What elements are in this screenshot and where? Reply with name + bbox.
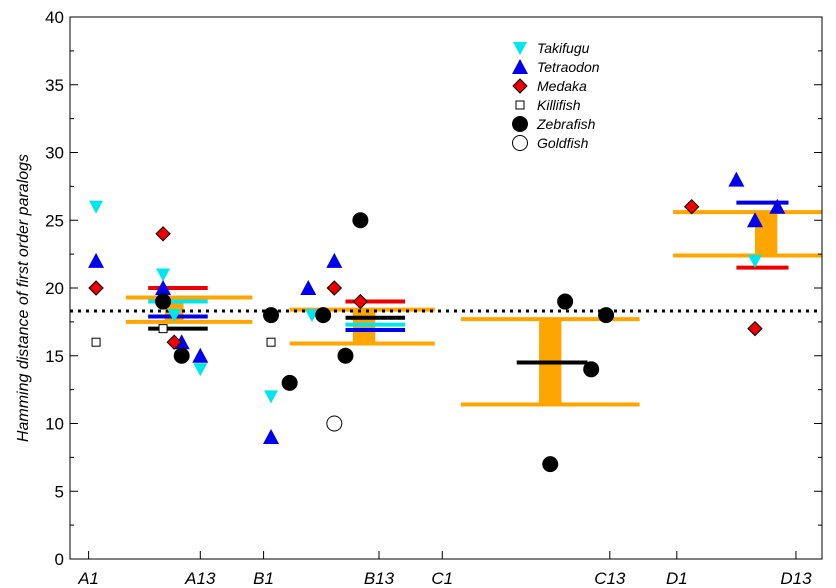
data-point [166,334,182,350]
range-bar [352,309,376,344]
legend-label: Goldfish [537,135,589,151]
data-point [155,280,172,295]
data-point [263,429,280,445]
legend-label: Takifugu [537,40,590,56]
data-point [91,337,101,347]
data-point [193,363,208,377]
y-tick-label: 15 [45,347,64,366]
data-point [89,200,104,214]
x-tick-label: A1 [77,569,99,588]
legend-marker [515,100,525,110]
legend: Takifugu Tetraodon Medaka Killifish Zebrafis… [512,40,600,151]
legend-label: Medaka [537,78,587,94]
x-tick-label: B13 [364,569,395,588]
legend-label: Killifish [537,97,581,113]
data-point [557,293,574,310]
data-point [598,307,615,324]
data-point [192,347,209,363]
data-point [337,347,354,364]
data-point [266,337,276,347]
summary-lines-layer [125,200,822,407]
legend-marker [512,135,528,151]
data-point [683,198,700,215]
legend-marker [512,116,528,132]
y-tick-label: 40 [45,8,64,27]
x-tick-label: B1 [253,569,274,588]
data-point [281,374,298,391]
y-tick-label: 20 [45,279,64,298]
y-axis: 0 5 10 15 20 25 30 35 40 [45,8,822,569]
legend-label: Tetraodon [537,59,600,75]
data-point [173,347,190,364]
x-tick-label: C1 [431,569,453,588]
data-point [155,226,171,242]
data-point [352,212,369,229]
data-point [542,456,559,473]
data-point [264,390,279,404]
data-point [326,252,343,268]
data-point [155,293,172,310]
x-tick-label: D1 [666,569,688,588]
data-point [746,212,763,228]
legend-marker [512,78,528,94]
bars-layer [164,212,778,405]
legend-marker [512,59,528,74]
data-point [304,309,319,323]
data-point [263,307,280,324]
data-point [315,307,332,324]
x-tick-label: A13 [184,569,216,588]
data-point [747,254,762,268]
legend-label: Zebrafish [536,116,596,132]
data-point [158,324,168,334]
data-point [300,280,317,295]
x-axis: A1 A13 B1 B13 C1 C13 D1 D13 [77,551,812,588]
data-point [167,309,182,323]
data-point [156,268,171,282]
data-point [583,361,600,378]
y-tick-label: 5 [55,482,64,501]
y-tick-label: 30 [45,144,64,163]
x-tick-label: D13 [780,569,812,588]
data-point [326,415,343,432]
data-point [326,280,343,296]
data-point [88,280,104,296]
data-point [747,320,763,337]
x-tick-label: C13 [594,569,626,588]
legend-marker [513,42,527,55]
y-tick-label: 35 [45,76,64,95]
y-tick-label: 10 [45,415,64,434]
data-point [769,198,786,214]
y-tick-label: 0 [55,550,64,569]
y-tick-label: 25 [45,211,64,230]
points-layer [88,171,786,473]
data-point [728,171,745,187]
data-point [352,293,369,310]
y-axis-label: Hamming distance of first order paralogs [15,154,32,442]
data-point [88,252,105,268]
